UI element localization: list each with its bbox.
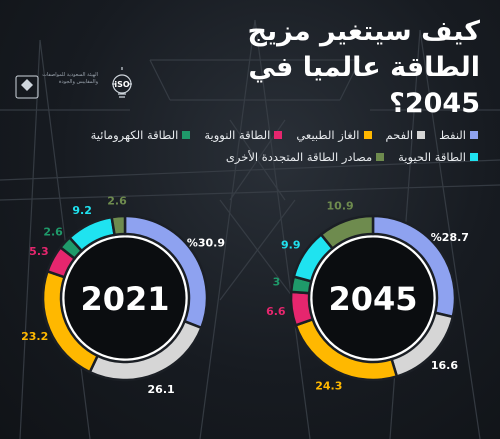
data-label-nuclear: 6.6: [266, 305, 286, 318]
legend-label: الفحم: [385, 128, 414, 142]
legend-item-nuclear: الطاقة النووية: [204, 128, 283, 142]
legend-swatch: [470, 153, 478, 161]
chart-year-title: 2021: [80, 280, 169, 318]
legend-label: النفط: [439, 128, 466, 142]
legend-item-oil: النفط: [439, 128, 478, 142]
iso-lightbulb-logo: iSO: [15, 67, 132, 99]
legend-item-other-renewables: مصادر الطاقة المتجددة الأخرى: [225, 150, 385, 164]
data-label-oil: %28.7: [431, 231, 469, 244]
data-label-coal: 26.1: [148, 383, 175, 396]
page-title: كيف سيتغير مزيج الطاقة عالميا في 2045؟: [247, 16, 480, 119]
slice-nuclear: [289, 290, 315, 327]
donut-center: [309, 234, 437, 362]
data-label-hydro: 2.6: [43, 225, 63, 238]
legend-label: الغاز الطبيعي: [296, 128, 360, 142]
legend-item-natural-gas: الغاز الطبيعي: [296, 128, 372, 142]
data-label-oil: %30.9: [187, 237, 225, 250]
legend-item-bioenergy: الطاقة الحيوية: [398, 150, 478, 164]
legend: النفط الفحم الغاز الطبيعي الطاقة النووية…: [18, 124, 478, 168]
legend-swatch: [182, 131, 191, 139]
donut-chart-2021: %30.9 26.1 23.2 5.3 2.6 9.2 2.6 2021: [21, 194, 225, 396]
data-label-bioenergy: 9.2: [72, 204, 92, 217]
legend-label: الطاقة النووية: [204, 128, 271, 142]
svg-text:iSO: iSO: [114, 80, 130, 89]
legend-row-2: الطاقة الحيوية مصادر الطاقة المتجددة الأ…: [18, 146, 478, 168]
legend-swatch: [470, 131, 478, 139]
data-label-coal: 16.6: [431, 359, 458, 372]
legend-swatch: [274, 131, 283, 139]
data-label-natural-gas: 23.2: [21, 330, 48, 343]
donut-chart-2045: %28.7 16.6 24.3 6.6 3 9.9 10.9 2045: [266, 200, 469, 393]
data-label-natural-gas: 24.3: [315, 379, 342, 392]
legend-item-hydro: الطاقة الكهرومائية: [91, 128, 191, 142]
legend-swatch: [376, 153, 385, 161]
data-label-other-renewables: 2.6: [107, 194, 127, 207]
legend-row-1: النفط الفحم الغاز الطبيعي الطاقة النووية…: [18, 124, 478, 146]
data-label-nuclear: 5.3: [29, 245, 49, 258]
legend-label: الطاقة الكهرومائية: [90, 128, 179, 142]
data-label-other-renewables: 10.9: [327, 200, 354, 213]
logo-caption: الهيئة السعودية للمواصفات والمقاييس والج…: [42, 72, 98, 85]
slice-other-renewables: [110, 214, 127, 237]
legend-item-coal: الفحم: [386, 128, 426, 142]
slice-other-renewables: [319, 214, 375, 251]
legend-swatch: [417, 131, 426, 139]
chart-year-title: 2045: [328, 280, 417, 318]
data-label-bioenergy: 9.9: [281, 239, 301, 252]
legend-label: مصادر الطاقة المتجددة الأخرى: [225, 150, 373, 164]
data-label-hydro: 3: [273, 275, 281, 288]
legend-label: الطاقة الحيوية: [398, 150, 466, 164]
donut-center: [61, 234, 189, 362]
legend-swatch: [363, 131, 372, 139]
